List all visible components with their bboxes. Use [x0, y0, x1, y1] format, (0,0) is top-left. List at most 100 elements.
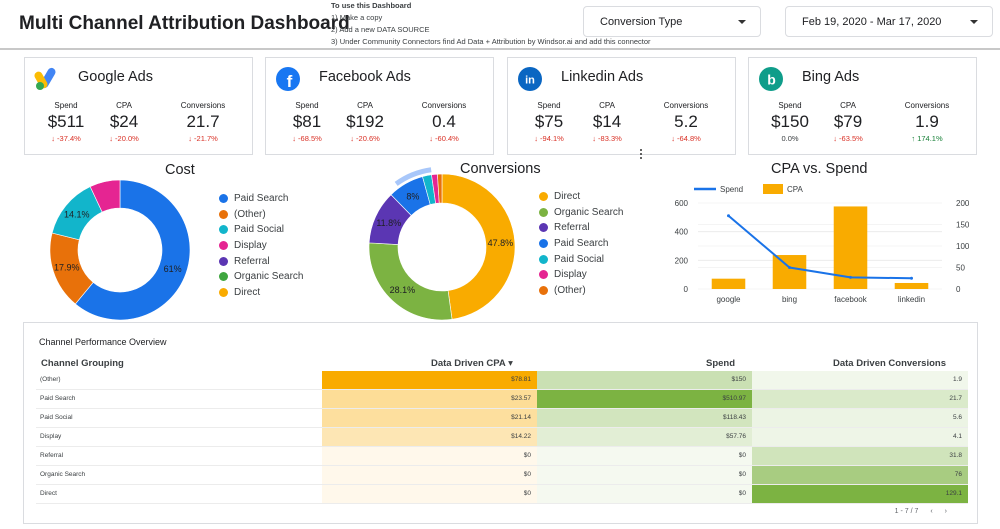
- legend-swatch: [219, 287, 228, 297]
- cell-cpa: $14.22: [322, 428, 537, 446]
- table-row[interactable]: Paid Social $21.14 $118.43 5.6: [36, 409, 968, 428]
- header-spend[interactable]: Spend: [706, 358, 736, 369]
- legend-label: Referral: [554, 222, 590, 234]
- legend-item[interactable]: Organic Search: [219, 269, 303, 285]
- legend-item[interactable]: Direct: [219, 285, 303, 301]
- legend-item[interactable]: (Other): [219, 207, 303, 223]
- metric-label: CPA: [116, 101, 132, 110]
- header-channel-grouping[interactable]: Channel Grouping: [41, 358, 124, 369]
- table-row[interactable]: Display $14.22 $57.76 4.1: [36, 428, 968, 447]
- cell-cpa: $0: [322, 485, 537, 503]
- legend-item[interactable]: Direct: [539, 189, 623, 205]
- cell-cpa: $78.81: [322, 371, 537, 389]
- slice-hover-highlight: [394, 167, 432, 186]
- table-row[interactable]: Paid Search $23.57 $510.97 21.7: [36, 390, 968, 409]
- x-tick-label: google: [716, 295, 741, 304]
- table-title: Channel Performance Overview: [39, 337, 167, 347]
- metric-value: 1.9: [915, 112, 939, 131]
- legend-item[interactable]: Referral: [539, 220, 623, 236]
- y-tick-right: 0: [956, 285, 961, 294]
- cost-chart-title: Cost: [165, 162, 195, 178]
- legend-swatch: [219, 272, 228, 282]
- instruction-step: 3) Under Community Connectors find Ad Da…: [331, 37, 651, 46]
- table-row[interactable]: Referral $0 $0 31.8: [36, 447, 968, 466]
- legend-item[interactable]: Paid Search: [219, 191, 303, 207]
- legend-item[interactable]: Display: [219, 238, 303, 254]
- metric-label: CPA: [840, 101, 856, 110]
- legend-label: Paid Social: [554, 253, 605, 265]
- metric-delta: ↓ -37.4%: [51, 134, 81, 143]
- metric-delta: ↓ -63.5%: [833, 134, 863, 143]
- y-tick-right: 100: [956, 242, 970, 251]
- donut-slice-display[interactable]: [89, 179, 121, 213]
- chevron-down-icon: [970, 20, 978, 24]
- pagination-range: 1 - 7 / 7: [894, 508, 919, 515]
- conversion-type-label: Conversion Type: [600, 16, 683, 28]
- cell-conversions: 31.8: [752, 447, 968, 465]
- instructions-heading: To use this Dashboard: [331, 1, 412, 10]
- legend-item[interactable]: Paid Social: [219, 222, 303, 238]
- cell-spend: $57.76: [537, 428, 752, 446]
- legend-swatch: [219, 241, 228, 251]
- chevron-down-icon: [738, 20, 746, 24]
- slice-data-label: 61%: [164, 264, 182, 274]
- conversion-type-dropdown[interactable]: Conversion Type: [583, 6, 761, 37]
- donut-slice-other[interactable]: [437, 173, 443, 204]
- cell-cpa: $0: [322, 447, 537, 465]
- metric-value: $150: [771, 112, 809, 131]
- metric-label: CPA: [599, 101, 615, 110]
- metric-label: Spend: [54, 101, 78, 110]
- legend-item[interactable]: Paid Search: [539, 236, 623, 252]
- donut-slice-organic-search[interactable]: [368, 242, 453, 321]
- legend-swatch: [219, 256, 228, 266]
- donut-slice-direct[interactable]: [441, 173, 516, 320]
- y-tick-right: 50: [956, 264, 965, 273]
- point-spend-linkedin: [910, 276, 913, 280]
- metric-label: Spend: [537, 101, 561, 110]
- conversions-legend: Direct Organic Search Referral Paid Search P…: [539, 189, 623, 298]
- legend-label: Referral: [234, 255, 270, 267]
- legend-item[interactable]: Organic Search: [539, 205, 623, 221]
- cell-channel: Display: [40, 433, 62, 440]
- instructions-block: To use this Dashboard 1) Make a copy 2) …: [331, 0, 651, 48]
- header-data-driven-conversions[interactable]: Data Driven Conversions: [833, 358, 946, 369]
- cost-donut-chart[interactable]: 61% 17.9% 14.1%: [45, 175, 195, 325]
- metric-delta: 0.0%: [781, 134, 799, 143]
- svg-text:in: in: [525, 75, 535, 87]
- more-options-icon[interactable]: [639, 149, 643, 161]
- prev-page-button[interactable]: ‹: [930, 508, 933, 515]
- cell-spend: $150: [537, 371, 752, 389]
- cell-conversions: 4.1: [752, 428, 968, 446]
- cell-conversions: 76: [752, 466, 968, 484]
- metric-label: Conversions: [663, 101, 709, 110]
- donut-slice-paid-search[interactable]: [74, 179, 191, 321]
- table-row[interactable]: Direct $0 $0 129.1: [36, 485, 968, 504]
- legend-item[interactable]: Referral: [219, 253, 303, 269]
- metric-delta: ↓ -83.3%: [592, 134, 622, 143]
- cell-channel: (Other): [40, 376, 61, 383]
- kpi-card-title: Google Ads: [78, 69, 153, 85]
- legend-item[interactable]: Paid Social: [539, 251, 623, 267]
- x-tick-label: bing: [782, 295, 797, 304]
- table-row[interactable]: (Other) $78.81 $150 1.9: [36, 371, 968, 390]
- channel-performance-table: Channel Performance Overview Channel Gro…: [23, 322, 978, 524]
- cell-channel: Paid Search: [40, 395, 76, 402]
- legend-item[interactable]: Display: [539, 267, 623, 283]
- slice-data-label: 14.1%: [64, 209, 90, 219]
- kpi-metric-conv: Conversions 0.4 ↓ -60.4%: [409, 101, 479, 143]
- date-range-dropdown[interactable]: Feb 19, 2020 - Mar 17, 2020: [785, 6, 993, 37]
- legend-item[interactable]: (Other): [539, 283, 623, 299]
- kpi-metric-cpa: CPA $24 ↓ -20.0%: [89, 101, 159, 143]
- kpi-metric-cpa: CPA $192 ↓ -20.6%: [330, 101, 400, 143]
- legend-label: Display: [554, 269, 587, 281]
- header-data-driven-cpa[interactable]: Data Driven CPA ▾: [431, 358, 513, 369]
- legend-swatch: [539, 270, 548, 280]
- metric-delta: ↑ 174.1%: [911, 134, 943, 143]
- slice-data-label: 8%: [406, 191, 419, 201]
- table-row[interactable]: Organic Search $0 $0 76: [36, 466, 968, 485]
- next-page-button[interactable]: ›: [944, 508, 947, 515]
- cpa-vs-spend-chart[interactable]: 0 200 400 600 0 50 100 150 200 google bing facebook…: [660, 178, 980, 308]
- kpi-card-linkedin-ads: in Linkedin Ads Spend $75 ↓ -94.1% CPA $14 ↓ -8…: [507, 57, 736, 155]
- conversions-donut-chart[interactable]: 47.8% 28.1% 11.8% 8%: [362, 167, 522, 327]
- legend-label: Direct: [234, 286, 261, 298]
